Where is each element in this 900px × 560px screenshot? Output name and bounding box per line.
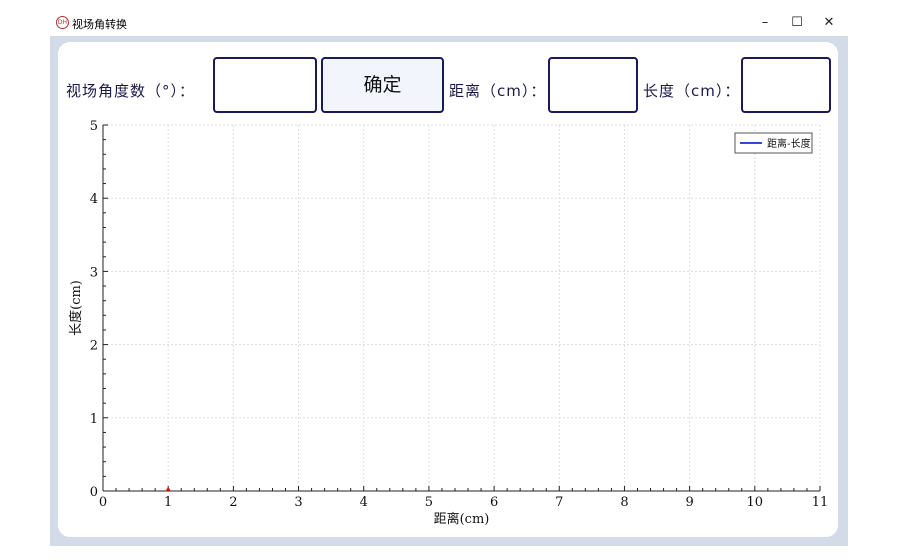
y-tick-label: 1 <box>90 412 98 427</box>
x-tick-label: 10 <box>747 495 764 510</box>
y-tick-label: 4 <box>90 192 98 207</box>
angle-label: 视场角度数（°）： <box>66 82 196 100</box>
x-tick-label: 11 <box>812 495 829 510</box>
close-button[interactable]: ✕ <box>823 15 835 30</box>
legend-box <box>734 132 813 154</box>
x-tick-label: 5 <box>425 495 433 510</box>
x-tick-label: 8 <box>620 495 628 510</box>
current-point-marker <box>166 488 170 492</box>
y-tick-label: 2 <box>90 339 98 354</box>
app-logo-icon: DH <box>56 16 69 29</box>
distance-label: 距离（cm）： <box>449 82 547 100</box>
x-tick-label: 2 <box>229 495 237 510</box>
minimize-button[interactable]: – <box>761 15 769 30</box>
x-tick-label: 0 <box>99 495 107 510</box>
legend-label: 距离-长度 <box>767 137 811 150</box>
x-tick-label: 9 <box>685 495 693 510</box>
y-axis-label: 长度(cm) <box>68 280 84 336</box>
length-label: 长度（cm）： <box>643 82 741 100</box>
confirm-button[interactable]: 确定 <box>321 57 444 113</box>
x-tick-label: 1 <box>164 495 172 510</box>
distance-input[interactable] <box>548 57 638 113</box>
maximize-button[interactable]: ☐ <box>791 15 803 30</box>
window-title: 视场角转换 <box>72 18 127 31</box>
x-tick-label: 4 <box>360 495 368 510</box>
length-input[interactable] <box>741 57 831 113</box>
y-tick-label: 3 <box>90 265 98 280</box>
angle-input[interactable] <box>213 57 317 113</box>
x-axis-label: 距离(cm) <box>434 511 490 527</box>
y-tick-label: 5 <box>90 119 98 134</box>
y-tick-label: 0 <box>90 485 98 500</box>
title-bar: DH 视场角转换 – ☐ ✕ <box>50 10 848 36</box>
x-tick-label: 3 <box>294 495 302 510</box>
x-tick-label: 7 <box>555 495 563 510</box>
x-tick-label: 6 <box>490 495 498 510</box>
